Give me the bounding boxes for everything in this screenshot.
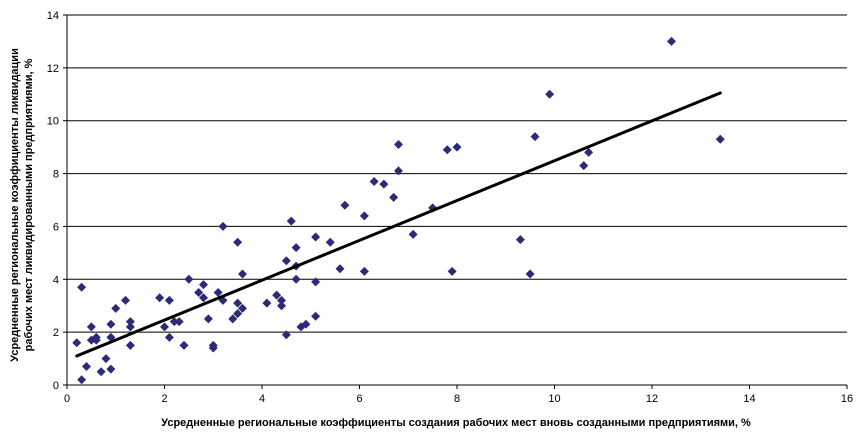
y-axis-ticks: 0 2 4 6 8 10 12 14 <box>47 10 67 392</box>
data-point-26 <box>194 288 204 297</box>
y-tick-label-4: 8 <box>53 169 59 181</box>
x-axis-ticks: 0 2 4 6 8 10 12 14 16 <box>64 385 853 405</box>
data-point-10 <box>106 364 116 374</box>
data-point-50 <box>291 274 301 284</box>
data-point-0 <box>72 338 82 348</box>
y-tick-label-2: 4 <box>53 274 59 286</box>
data-point-38 <box>233 309 243 319</box>
data-point-3 <box>82 362 91 371</box>
y-tick-label-7: 14 <box>47 10 59 22</box>
data-point-1 <box>77 375 87 385</box>
data-point-39 <box>238 303 247 313</box>
data-point-27 <box>199 280 208 290</box>
data-point-71 <box>515 235 525 245</box>
data-point-20 <box>164 295 174 305</box>
data-point-28 <box>199 293 208 303</box>
data-point-16 <box>125 322 135 332</box>
data-point-13 <box>111 303 121 313</box>
data-point-40 <box>238 269 247 279</box>
data-point-36 <box>233 237 243 247</box>
data-point-68 <box>442 145 452 155</box>
data-point-35 <box>228 314 238 324</box>
y-tick-label-5: 10 <box>47 116 59 128</box>
data-point-59 <box>359 211 369 221</box>
data-point-46 <box>281 330 291 340</box>
data-point-58 <box>340 200 350 210</box>
data-point-32 <box>213 288 223 297</box>
data-point-9 <box>101 354 111 364</box>
data-point-75 <box>579 161 589 171</box>
data-point-37 <box>233 298 243 308</box>
data-point-31 <box>208 343 218 353</box>
y-axis-title-line-1: Усредненные региональные коэффициенты ли… <box>9 48 21 362</box>
x-tick-label-0: 0 <box>64 393 70 405</box>
data-point-17 <box>125 340 135 350</box>
data-point-77 <box>667 36 676 46</box>
data-point-21 <box>164 332 174 342</box>
data-point-54 <box>311 277 321 287</box>
data-point-47 <box>286 216 296 226</box>
data-point-63 <box>389 192 399 202</box>
x-tick-label-3: 6 <box>356 393 362 405</box>
data-point-34 <box>218 221 228 231</box>
gridlines <box>67 14 847 333</box>
data-point-55 <box>311 311 321 321</box>
data-point-22 <box>169 317 179 327</box>
x-tick-label-8: 16 <box>841 393 853 405</box>
data-point-41 <box>262 298 272 308</box>
x-axis-title: Усредненные региональные коэффициенты со… <box>161 417 751 429</box>
data-point-52 <box>301 319 311 329</box>
x-tick-label-4: 8 <box>454 393 460 405</box>
data-point-29 <box>203 314 213 324</box>
y-tick-label-1: 2 <box>53 327 59 339</box>
data-point-72 <box>525 269 535 279</box>
data-point-76 <box>584 147 594 157</box>
data-points <box>72 36 725 385</box>
data-point-4 <box>86 322 96 332</box>
data-point-73 <box>530 132 540 142</box>
data-point-56 <box>325 237 335 247</box>
data-point-11 <box>106 319 116 329</box>
data-point-18 <box>155 293 165 303</box>
data-point-45 <box>281 256 291 266</box>
data-point-61 <box>369 177 379 186</box>
data-point-8 <box>96 367 106 377</box>
y-tick-label-3: 6 <box>53 221 59 233</box>
data-point-25 <box>184 274 194 284</box>
data-point-78 <box>715 134 725 144</box>
data-point-62 <box>379 179 389 189</box>
x-tick-label-1: 2 <box>161 393 167 405</box>
y-tick-label-6: 12 <box>47 63 59 75</box>
data-point-24 <box>179 340 189 350</box>
data-point-66 <box>408 229 418 239</box>
data-point-60 <box>359 266 369 276</box>
data-point-48 <box>291 243 301 253</box>
data-point-19 <box>160 322 169 332</box>
x-tick-label-2: 4 <box>259 393 265 405</box>
data-point-43 <box>277 295 286 305</box>
x-tick-label-6: 12 <box>646 393 658 405</box>
x-tick-label-5: 10 <box>548 393 560 405</box>
data-point-74 <box>545 89 555 99</box>
data-point-70 <box>452 142 462 152</box>
data-point-53 <box>311 232 321 242</box>
data-point-23 <box>174 317 184 327</box>
y-axis-title-line-2: рабочих мест ликвидированными предприяти… <box>23 58 35 351</box>
trendline <box>75 91 722 358</box>
data-point-69 <box>447 266 457 276</box>
data-point-14 <box>121 295 130 305</box>
data-point-7 <box>91 332 101 342</box>
y-tick-label-0: 0 <box>53 380 59 392</box>
data-point-2 <box>77 282 87 292</box>
data-point-42 <box>272 290 282 300</box>
data-point-64 <box>394 140 403 149</box>
data-point-15 <box>125 317 135 327</box>
x-tick-label-7: 14 <box>743 393 755 405</box>
data-point-57 <box>335 264 345 274</box>
data-point-65 <box>394 166 403 176</box>
data-point-44 <box>277 301 286 311</box>
